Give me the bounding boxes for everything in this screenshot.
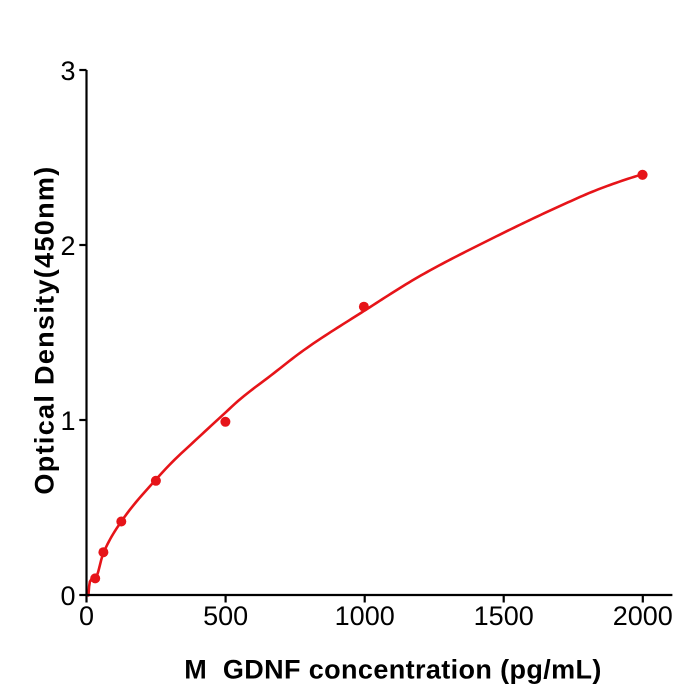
svg-text:0: 0	[79, 601, 94, 631]
svg-text:1: 1	[60, 406, 75, 436]
svg-text:1500: 1500	[474, 601, 534, 631]
svg-text:Optical Density(450nm): Optical Density(450nm)	[30, 165, 60, 494]
svg-text:2000: 2000	[613, 601, 673, 631]
svg-text:0: 0	[60, 581, 75, 611]
svg-text:2: 2	[60, 231, 75, 261]
svg-text:1000: 1000	[335, 601, 395, 631]
svg-text:3: 3	[60, 56, 75, 86]
svg-text:500: 500	[203, 601, 248, 631]
svg-text:M GDNF concentration (pg/mL): M GDNF concentration (pg/mL)	[184, 655, 602, 685]
